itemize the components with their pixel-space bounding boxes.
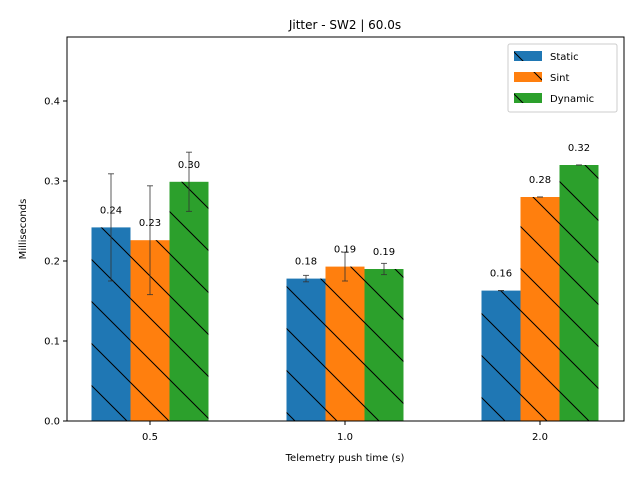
y-tick-label: 0.1 <box>44 337 60 348</box>
bars-layer <box>91 165 599 421</box>
legend-label-static: Static <box>550 52 579 63</box>
bar-hatch-sint-1.0 <box>325 266 365 421</box>
legend-swatch-hatch-static <box>514 51 542 61</box>
chart-title: Jitter - SW2 | 60.0s <box>288 18 401 32</box>
data-labels-layer: 0.24 0.18 0.16 0.23 0.19 0.28 0.30 0.19 0.32 <box>100 143 590 280</box>
error-bars-layer <box>108 151 582 296</box>
bar-hatch-static-1.0 <box>286 278 326 421</box>
data-label-static-0.5: 0.24 <box>100 205 122 216</box>
data-label-sint-1.0: 0.19 <box>334 245 356 256</box>
data-label-dynamic-2.0: 0.32 <box>568 143 590 154</box>
data-label-sint-0.5: 0.23 <box>139 218 161 229</box>
x-axis-ticks: 0.5 1.0 2.0 <box>142 421 548 443</box>
data-label-dynamic-0.5: 0.30 <box>178 160 200 171</box>
legend-label-dynamic: Dynamic <box>550 94 594 105</box>
legend-swatch-hatch-sint <box>514 72 542 82</box>
y-tick-label: 0.0 <box>44 417 60 428</box>
data-label-sint-2.0: 0.28 <box>529 175 551 186</box>
data-label-dynamic-1.0: 0.19 <box>373 247 395 258</box>
x-tick-label: 1.0 <box>337 432 353 443</box>
bar-hatch-dynamic-2.0 <box>559 165 599 421</box>
y-axis-ticks: 0.0 0.1 0.2 0.3 0.4 <box>44 97 67 428</box>
legend-swatch-hatch-dynamic <box>514 93 542 103</box>
y-tick-label: 0.2 <box>44 257 60 268</box>
x-axis-title: Telemetry push time (s) <box>285 453 405 464</box>
x-tick-label: 2.0 <box>532 432 548 443</box>
legend: Static Sint Dynamic <box>507 43 618 113</box>
y-tick-label: 0.3 <box>44 177 60 188</box>
bar-hatch-static-2.0 <box>481 290 521 421</box>
bar-hatch-dynamic-1.0 <box>364 269 404 421</box>
data-label-static-2.0: 0.16 <box>490 269 512 280</box>
x-tick-label: 0.5 <box>142 432 158 443</box>
legend-label-sint: Sint <box>550 73 569 84</box>
bar-hatch-dynamic-0.5 <box>169 181 209 421</box>
data-label-static-1.0: 0.18 <box>295 257 317 268</box>
y-axis-title: Milliseconds <box>18 199 29 260</box>
y-tick-label: 0.4 <box>44 97 60 108</box>
bar-hatch-sint-2.0 <box>520 197 560 421</box>
